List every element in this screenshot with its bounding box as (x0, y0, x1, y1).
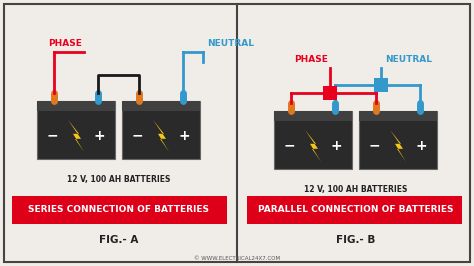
Text: PARALLEL CONNECTION OF BATTERIES: PARALLEL CONNECTION OF BATTERIES (258, 206, 453, 214)
Bar (37, 101, 115, 159)
Text: SERIES CONNECTION OF BATTERIES: SERIES CONNECTION OF BATTERIES (28, 206, 209, 214)
Text: PHASE: PHASE (294, 55, 328, 64)
Text: NEUTRAL: NEUTRAL (207, 39, 254, 48)
Bar (12, 196, 227, 224)
Text: PHASE: PHASE (48, 39, 82, 48)
Text: NEUTRAL: NEUTRAL (385, 55, 432, 64)
Text: 12 V, 100 AH BATTERIES: 12 V, 100 AH BATTERIES (304, 185, 407, 194)
Text: FIG.- B: FIG.- B (336, 235, 375, 245)
Bar (37, 101, 115, 111)
Text: −: − (369, 139, 381, 153)
Polygon shape (68, 120, 84, 152)
Text: −: − (132, 129, 144, 143)
Text: −: − (284, 139, 295, 153)
Bar (122, 101, 200, 111)
Text: +: + (93, 129, 105, 143)
Text: −: − (47, 129, 58, 143)
Text: FIG.- A: FIG.- A (99, 235, 138, 245)
Text: 12 V, 100 AH BATTERIES: 12 V, 100 AH BATTERIES (67, 175, 170, 184)
Polygon shape (305, 130, 321, 162)
Bar (374, 78, 388, 92)
Bar (247, 196, 462, 224)
Bar (274, 111, 352, 169)
Bar (274, 111, 352, 122)
Bar (122, 101, 200, 159)
Text: +: + (416, 139, 427, 153)
Bar (359, 111, 437, 169)
Bar (359, 111, 437, 122)
Text: © WWW.ELECTRICAL24X7.COM: © WWW.ELECTRICAL24X7.COM (194, 256, 280, 261)
Polygon shape (153, 120, 169, 152)
Bar (323, 86, 337, 100)
Text: +: + (330, 139, 342, 153)
Text: +: + (179, 129, 190, 143)
Polygon shape (390, 130, 406, 162)
